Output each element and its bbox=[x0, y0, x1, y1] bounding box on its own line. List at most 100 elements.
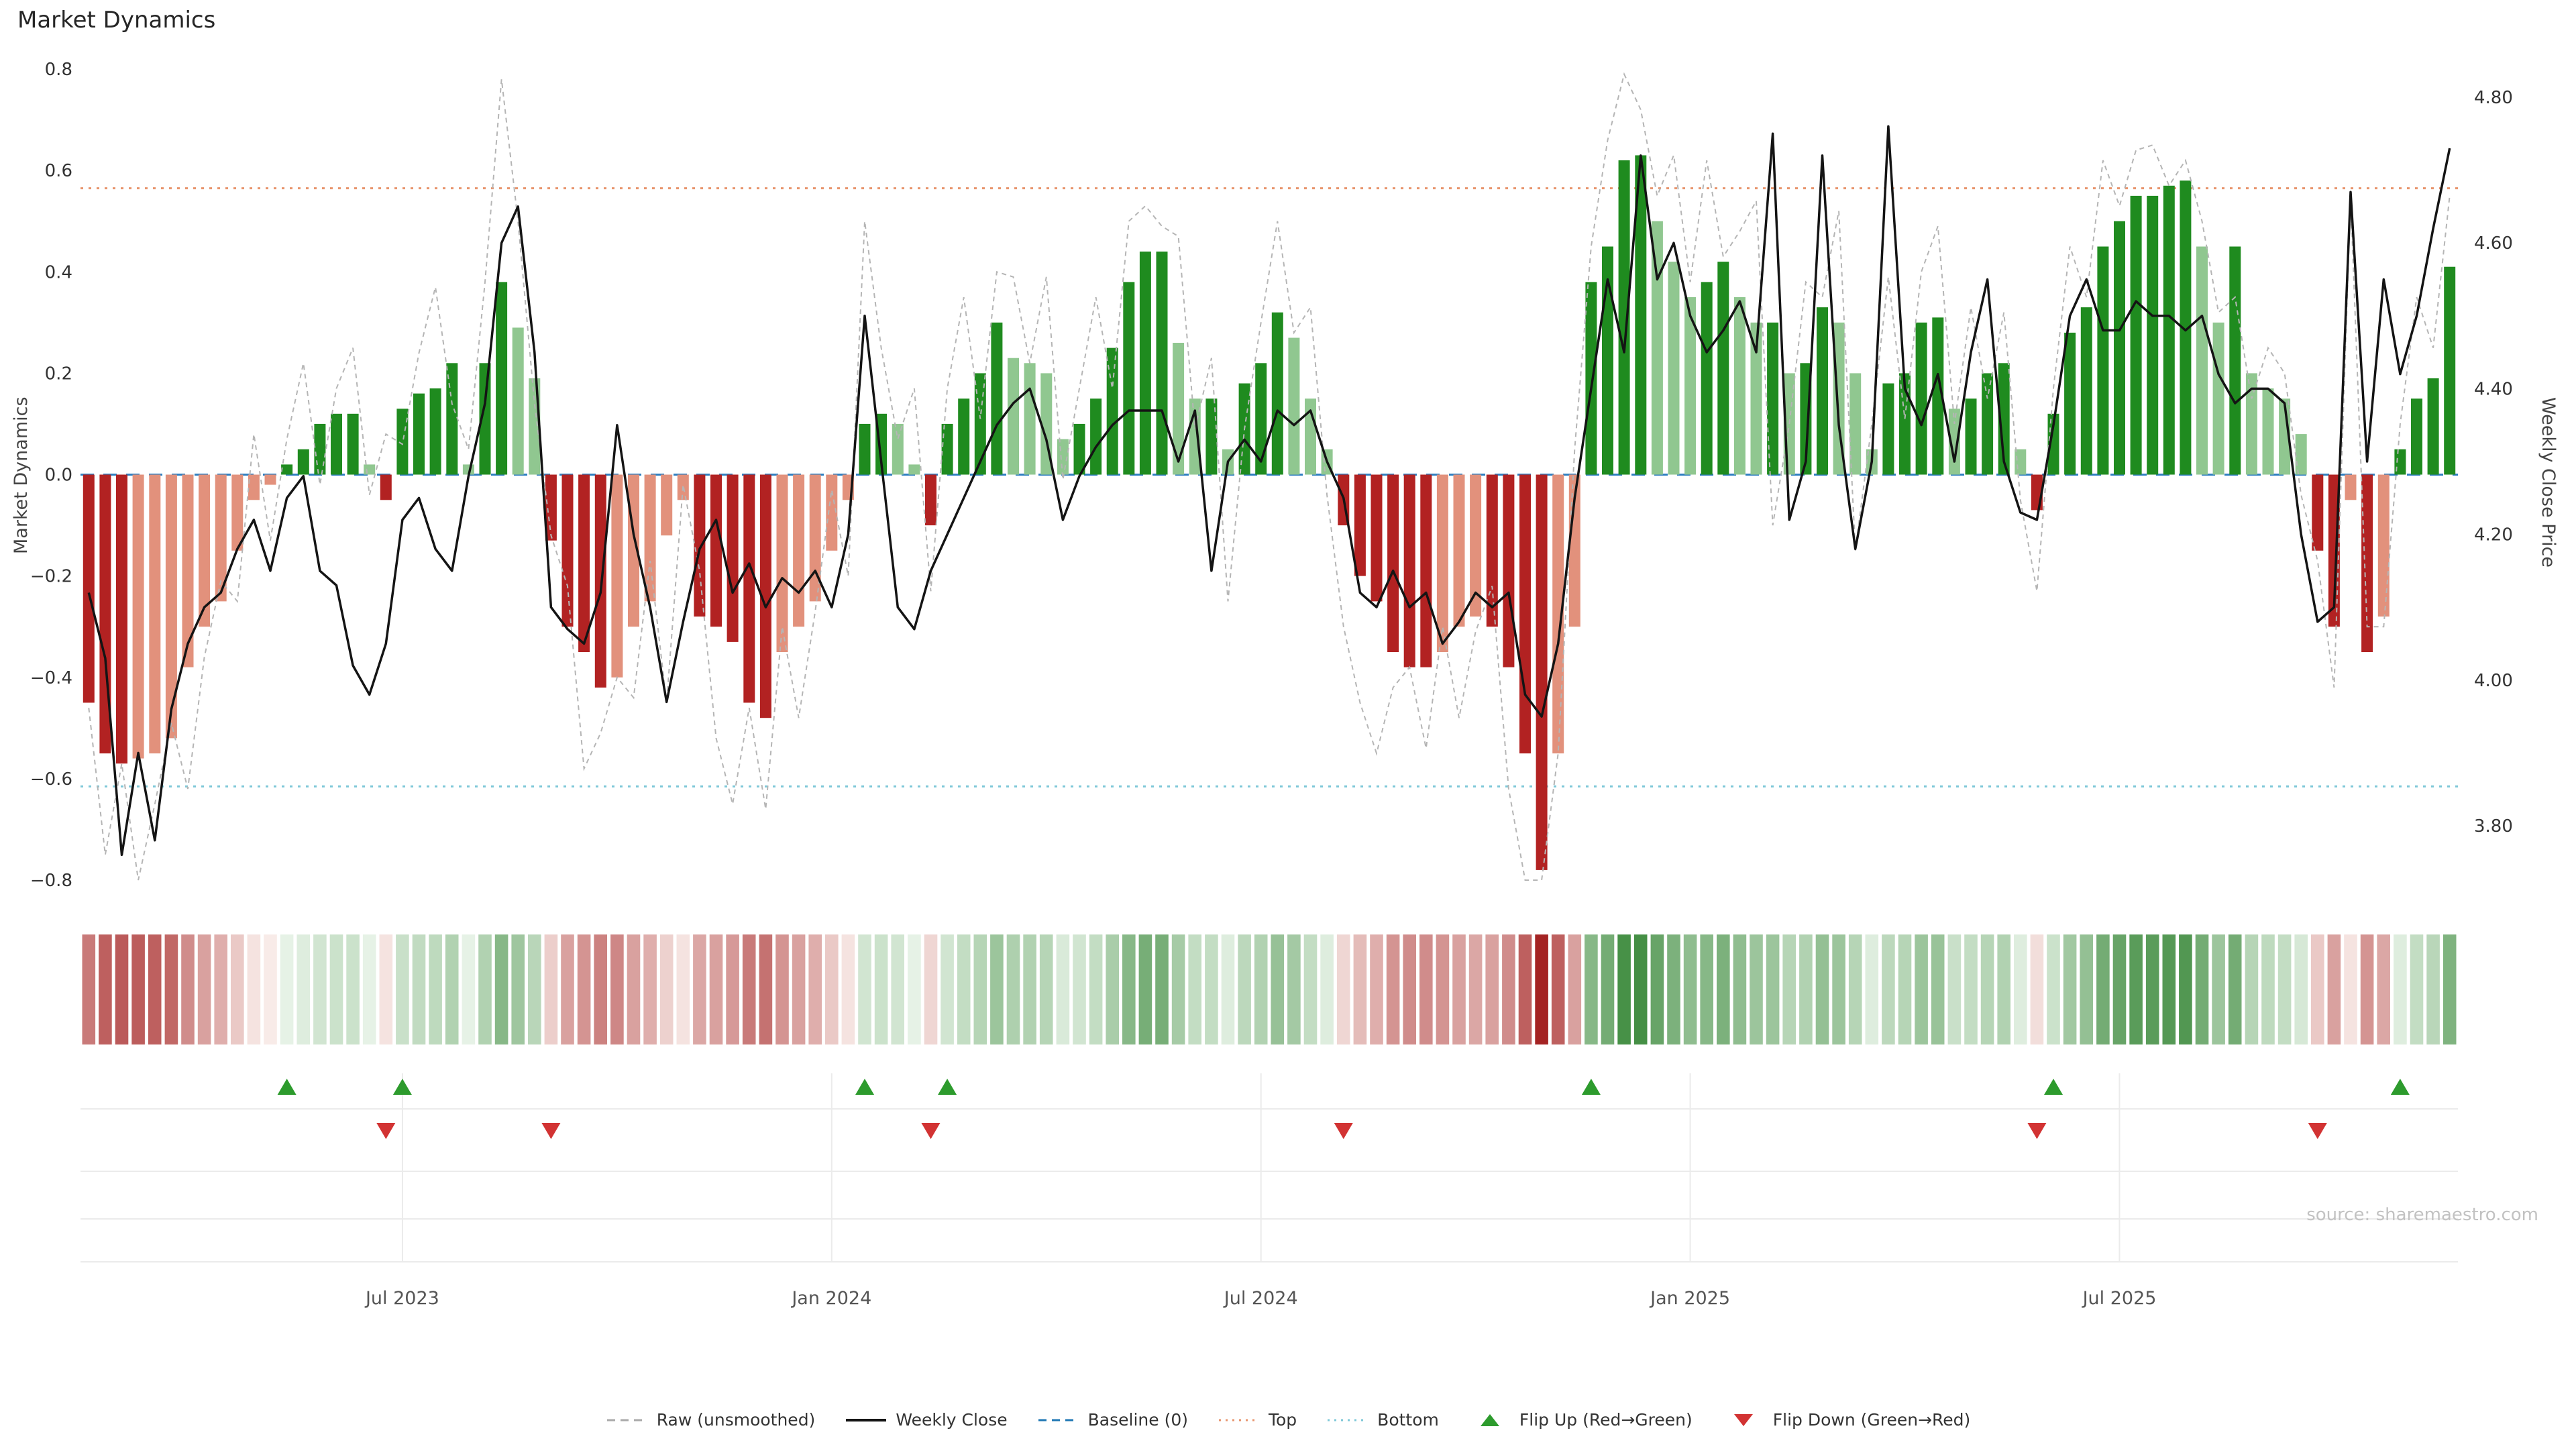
dynamics-bar bbox=[2180, 180, 2192, 475]
dynamics-bar bbox=[2015, 449, 2027, 475]
dynamics-bar bbox=[215, 474, 227, 602]
legend-item: Weekly Close bbox=[845, 1410, 1008, 1430]
dynamics-bar bbox=[364, 464, 376, 475]
dynamics-bar bbox=[496, 282, 508, 475]
heatmap-cell bbox=[1782, 934, 1796, 1044]
heatmap-cell bbox=[247, 934, 261, 1044]
heatmap-cell bbox=[1633, 934, 1648, 1044]
heatmap-cell bbox=[1353, 934, 1367, 1044]
heatmap-cell bbox=[2327, 934, 2341, 1044]
heatmap-cell bbox=[1733, 934, 1747, 1044]
heatmap-cell bbox=[2410, 934, 2424, 1044]
svg-text:Jan 2024: Jan 2024 bbox=[790, 1288, 871, 1309]
heatmap-cell bbox=[2145, 934, 2159, 1044]
heatmap-cell bbox=[115, 934, 129, 1044]
dynamics-bar bbox=[941, 423, 953, 475]
heatmap-cell bbox=[676, 934, 690, 1044]
dynamics-bar bbox=[2444, 266, 2456, 475]
legend-item: Flip Up (Red→Green) bbox=[1468, 1410, 1693, 1430]
dynamics-bar bbox=[1882, 383, 1894, 475]
heatmap-cell bbox=[1964, 934, 1978, 1044]
heatmap-cell bbox=[2360, 934, 2374, 1044]
heatmap-cell bbox=[1617, 934, 1631, 1044]
raw-line bbox=[88, 72, 2451, 881]
dynamics-bar bbox=[2427, 378, 2439, 475]
dynamics-bar bbox=[1470, 474, 1482, 617]
raw-line-swatch bbox=[606, 1419, 647, 1421]
heatmap-cell bbox=[478, 934, 492, 1044]
svg-text:Jul 2023: Jul 2023 bbox=[364, 1288, 439, 1309]
dynamics-bar bbox=[1387, 474, 1399, 652]
heatmap-cell bbox=[1585, 934, 1598, 1044]
dynamics-bar bbox=[759, 474, 771, 718]
dynamics-bar bbox=[1635, 155, 1647, 475]
flip-up-marker bbox=[392, 1079, 412, 1095]
heatmap-cell bbox=[2179, 934, 2192, 1044]
heatmap-cell bbox=[297, 934, 310, 1044]
heatmap-cell bbox=[2030, 934, 2044, 1044]
dynamics-bar bbox=[1668, 262, 1680, 475]
heatmap-cell bbox=[891, 934, 904, 1044]
heatmap-cell bbox=[148, 934, 162, 1044]
dynamics-bar bbox=[1701, 282, 1713, 475]
heatmap-cell bbox=[1171, 934, 1185, 1044]
dynamics-bar bbox=[1767, 322, 1779, 475]
flip-up-marker bbox=[277, 1079, 297, 1095]
legend-label: Weekly Close bbox=[896, 1410, 1008, 1430]
dynamics-bar bbox=[116, 474, 127, 764]
heatmap-cell bbox=[709, 934, 723, 1044]
dynamics-bar bbox=[1073, 423, 1085, 475]
legend-item: Top bbox=[1218, 1410, 1297, 1430]
dynamics-bar bbox=[165, 474, 177, 739]
heatmap-cell bbox=[643, 934, 657, 1044]
heatmap-cell bbox=[1799, 934, 1813, 1044]
svg-text:−0.8: −0.8 bbox=[30, 871, 72, 891]
dynamics-bar bbox=[314, 423, 326, 475]
legend-label: Bottom bbox=[1377, 1410, 1439, 1430]
dynamics-bar bbox=[1453, 474, 1465, 627]
legend-item: Flip Down (Green→Red) bbox=[1722, 1410, 1971, 1430]
heatmap-cell bbox=[1155, 934, 1169, 1044]
heatmap-cell bbox=[1700, 934, 1713, 1044]
heatmap-cell bbox=[841, 934, 855, 1044]
heatmap-cell bbox=[792, 934, 806, 1044]
dynamics-bar bbox=[1948, 409, 1960, 475]
heatmap-cell bbox=[2311, 934, 2324, 1044]
source-attribution: source: sharemaestro.com bbox=[2306, 1205, 2538, 1225]
dynamics-bar bbox=[347, 413, 359, 475]
heatmap-cell bbox=[544, 934, 558, 1044]
heatmap-cell bbox=[2162, 934, 2176, 1044]
market-dynamics-chart: 0.80.60.40.20.0−0.2−0.4−0.6−0.84.804.604… bbox=[30, 60, 2513, 1309]
heatmap-cell bbox=[2080, 934, 2093, 1044]
weekly-close-line bbox=[87, 125, 2451, 857]
heatmap-cell bbox=[1006, 934, 1020, 1044]
right-axis-label: Weekly Close Price bbox=[2538, 397, 2559, 568]
dynamics-bar bbox=[1486, 474, 1498, 627]
dynamics-bar bbox=[1205, 398, 1218, 475]
dynamics-bar bbox=[2345, 474, 2357, 500]
dynamics-bar bbox=[2080, 307, 2092, 475]
dynamics-bar bbox=[793, 474, 805, 627]
dynamics-bar bbox=[1156, 252, 1168, 475]
heatmap-cell bbox=[2426, 934, 2440, 1044]
dynamics-bar bbox=[149, 474, 161, 754]
dynamics-bar bbox=[2064, 332, 2076, 475]
dynamics-bar bbox=[1123, 282, 1135, 475]
heatmap-cell bbox=[659, 934, 674, 1044]
heatmap-cell bbox=[2261, 934, 2275, 1044]
flip-down-marker bbox=[376, 1123, 396, 1139]
dynamics-bar bbox=[1024, 363, 1036, 475]
legend-label: Flip Down (Green→Red) bbox=[1772, 1410, 1971, 1430]
heatmap-cell bbox=[1336, 934, 1350, 1044]
dynamics-bar bbox=[892, 423, 904, 475]
heatmap-cell bbox=[1039, 934, 1053, 1044]
dynamics-bar bbox=[1915, 322, 1927, 475]
heatmap-cell bbox=[1882, 934, 1895, 1044]
dynamics-bar bbox=[809, 474, 821, 602]
dynamics-bar bbox=[2147, 195, 2159, 475]
dynamics-bar bbox=[429, 388, 441, 475]
svg-text:4.60: 4.60 bbox=[2474, 233, 2513, 254]
legend-item: Raw (unsmoothed) bbox=[606, 1410, 815, 1430]
heatmap-cell bbox=[445, 934, 459, 1044]
flip-up-triangle-icon bbox=[1480, 1413, 1499, 1426]
